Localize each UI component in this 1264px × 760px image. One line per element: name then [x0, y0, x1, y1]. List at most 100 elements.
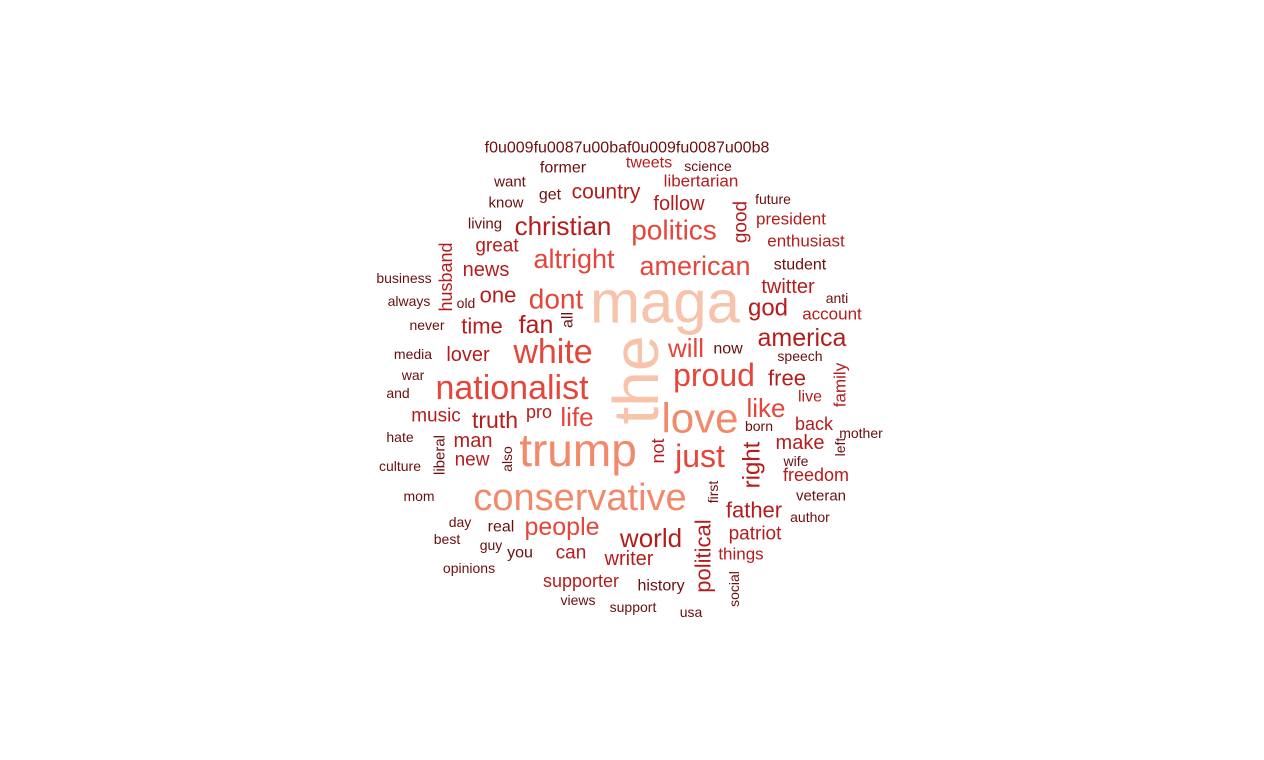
word-support: support	[610, 599, 657, 615]
word-people: people	[524, 513, 599, 541]
word-wife: wife	[783, 453, 809, 469]
word-left: left	[832, 438, 848, 457]
word-make: make	[776, 432, 825, 454]
word-right: right	[739, 441, 766, 488]
word-truth: truth	[472, 407, 518, 433]
word-former: former	[540, 160, 587, 177]
word-free: free	[768, 366, 806, 391]
word-proud: proud	[673, 357, 755, 393]
word-country: country	[572, 181, 641, 204]
word-know: know	[488, 195, 523, 212]
word-twitter: twitter	[761, 276, 815, 298]
word-father: father	[726, 498, 782, 523]
word-one: one	[480, 283, 517, 308]
word-conservative: conservative	[473, 477, 686, 519]
word-not: not	[648, 438, 668, 463]
word-you: you	[507, 545, 533, 562]
word-maga: maga	[590, 269, 741, 336]
word-best: best	[434, 531, 461, 547]
word-the: the	[600, 336, 672, 425]
word-speech: speech	[777, 348, 822, 364]
word-just: just	[674, 438, 725, 474]
word-account: account	[802, 305, 862, 324]
word-white: white	[512, 333, 592, 371]
word-tweets: tweets	[626, 155, 672, 172]
word-will: will	[667, 333, 704, 363]
word-lover: lover	[446, 344, 490, 366]
word-war: war	[401, 367, 425, 383]
word-altright: altright	[533, 244, 615, 274]
word-political: political	[691, 519, 716, 592]
word-opinions: opinions	[443, 560, 495, 576]
word-writer: writer	[604, 548, 654, 570]
word-future: future	[755, 191, 791, 207]
word-america: america	[758, 324, 847, 352]
word-patriot: patriot	[729, 524, 783, 545]
word-fan: fan	[519, 311, 554, 339]
word-freedom: freedom	[783, 465, 849, 485]
word-god: god	[748, 295, 788, 322]
word-day: day	[449, 514, 472, 530]
word-social: social	[726, 571, 742, 607]
word-science: science	[684, 158, 732, 174]
word-husband: husband	[436, 242, 456, 311]
word-also: also	[499, 446, 515, 472]
word-things: things	[718, 545, 763, 564]
word-get: get	[539, 187, 562, 204]
word-live: live	[798, 389, 822, 406]
word-can: can	[556, 543, 587, 564]
word-news: news	[463, 259, 510, 281]
word-living: living	[468, 216, 502, 233]
word-good: good	[731, 201, 752, 243]
word-culture: culture	[379, 458, 421, 474]
word-old: old	[457, 295, 476, 311]
word-new: new	[455, 450, 490, 471]
word-always: always	[388, 293, 431, 309]
word-like: like	[746, 393, 785, 423]
word-f0u009fu0087u00baf0u009fu0087u00b8: f0u009fu0087u00baf0u009fu0087u00b8	[485, 140, 770, 157]
word-never: never	[409, 317, 444, 333]
word-guy: guy	[480, 537, 503, 553]
word-mom: mom	[403, 488, 434, 504]
word-back: back	[795, 414, 834, 434]
word-real: real	[488, 519, 515, 536]
word-student: student	[774, 257, 827, 274]
word-life: life	[560, 402, 593, 432]
word-liberal: liberal	[432, 435, 449, 475]
word-music: music	[411, 406, 461, 427]
word-veteran: veteran	[796, 488, 846, 505]
word-christian: christian	[515, 211, 612, 241]
word-history: history	[637, 578, 684, 595]
word-supporter: supporter	[543, 571, 619, 591]
word-man: man	[454, 430, 493, 452]
word-business: business	[376, 270, 431, 286]
word-enthusiast: enthusiast	[767, 232, 845, 251]
word-anti: anti	[826, 290, 849, 306]
word-pro: pro	[526, 402, 552, 422]
word-follow: follow	[653, 193, 705, 215]
word-world: world	[619, 523, 682, 553]
word-author: author	[790, 509, 830, 525]
word-dont: dont	[529, 284, 584, 315]
word-born: born	[745, 418, 773, 434]
word-all: all	[560, 312, 577, 328]
word-love: love	[661, 395, 738, 442]
word-family: family	[831, 362, 850, 407]
word-politics: politics	[631, 215, 717, 246]
word-libertarian: libertarian	[664, 172, 739, 191]
word-mother: mother	[839, 425, 883, 441]
word-and: and	[386, 385, 409, 401]
word-american: american	[639, 251, 750, 281]
word-nationalist: nationalist	[435, 369, 589, 407]
word-want: want	[493, 174, 527, 191]
word-trump: trump	[519, 424, 637, 476]
word-usa: usa	[680, 604, 703, 620]
word-now: now	[713, 341, 743, 358]
word-time: time	[461, 314, 503, 339]
word-hate: hate	[386, 429, 413, 445]
word-media: media	[394, 346, 432, 362]
word-great: great	[475, 236, 519, 257]
word-views: views	[560, 592, 595, 608]
word-president: president	[756, 210, 826, 229]
